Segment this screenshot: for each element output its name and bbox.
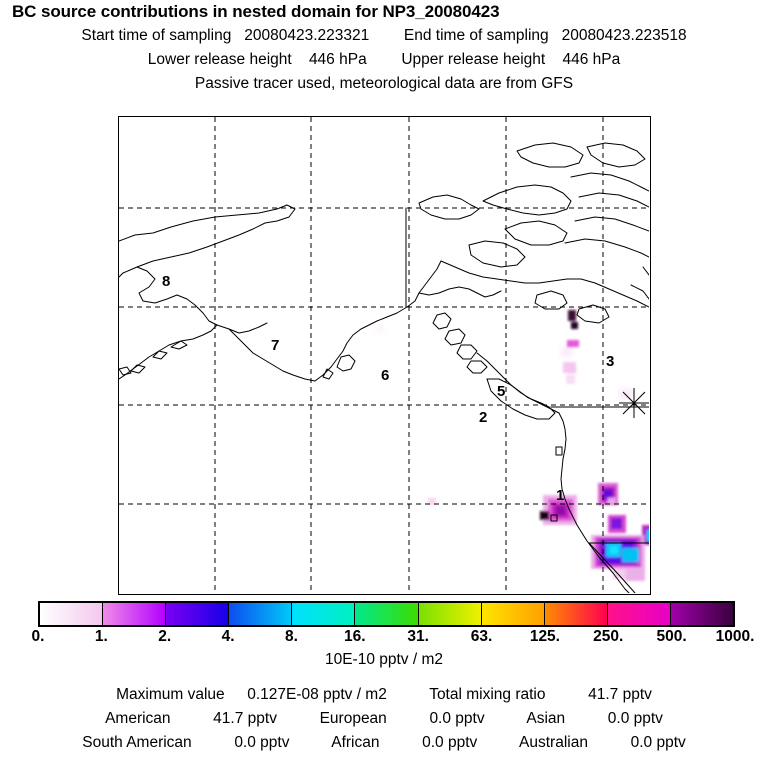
colorbar-tick-10: 500. [656,628,687,645]
colorbar-tick-0: 0. [31,628,45,645]
colorbar-gradient[interactable] [38,601,735,627]
colorbar-tick-labels: 0. 1. 2. 4. 8. 16. 31. 63. 125. 250. 500. 1000. [0,628,768,648]
upper-release-height-value: 446 hPa [562,51,621,68]
maximum-value-label: Maximum value [116,686,225,703]
asian-label: Asian [526,710,566,727]
end-time-value: 20080423.223518 [561,27,687,44]
colorbar-segment-1 [103,603,167,625]
colorbar-unit-label: 10E-10 pptv / m2 [324,651,444,668]
header: BC source contributions in nested domain… [0,0,768,96]
lower-release-height-value: 446 hPa [308,51,367,68]
colorbar-segment-4 [292,603,356,625]
colorbar-segment-6 [418,603,482,625]
tracer-note: Passive tracer used, meteorological data… [194,75,574,92]
colorbar-segment-8 [544,603,608,625]
colorbar-segment-3 [229,603,293,625]
colorbar-tick-8: 125. [529,628,560,645]
graticule [119,117,649,593]
stat-row-regions-2: South American 0.0 pptv African 0.0 pptv… [0,731,768,755]
african-label: African [331,734,380,751]
colorbar-segment-10 [670,603,734,625]
american-value: 41.7 pptv [213,710,277,727]
region-label-3: 3 [606,353,615,370]
colorbar-segment-5 [355,603,419,625]
colorbar-tick-11: 1000. [715,628,755,645]
colorbar-tick-5: 16. [344,628,366,645]
region-label-5: 5 [497,383,506,400]
colorbar-legend: 0. 1. 2. 4. 8. 16. 31. 63. 125. 250. 500. 1000. 10E… [0,601,768,668]
colorbar-segment-0 [40,603,104,625]
american-label: American [105,710,171,727]
end-time-label: End time of sampling [403,27,549,44]
region-label-2: 2 [479,409,488,426]
south-american-label: South American [82,734,192,751]
start-time-label: Start time of sampling [81,27,232,44]
upper-release-height-label: Upper release height [401,51,546,68]
colorbar-segment-9 [607,603,671,625]
release-site-star[interactable] [619,388,649,418]
colorbar-tick-7: 63. [470,628,493,645]
colorbar-tick-4: 8. [284,628,298,645]
colorbar-tick-1: 1. [94,628,108,645]
asian-value: 0.0 pptv [607,710,663,727]
region-label-8: 8 [162,273,171,290]
region-label-7: 7 [271,337,280,354]
plume-layer [375,310,649,581]
colorbar-segment-2 [166,603,230,625]
coastline-layer [119,142,649,593]
release-height-line: Lower release height 446 hPa Upper relea… [0,48,768,72]
lower-release-height-label: Lower release height [147,51,292,68]
african-value: 0.0 pptv [422,734,478,751]
european-value: 0.0 pptv [429,710,485,727]
stat-row-summary: Maximum value 0.127E-08 pptv / m2 Total … [0,683,768,707]
colorbar-segment-7 [481,603,545,625]
start-time-value: 20080423.223321 [244,27,370,44]
total-mixing-ratio-value: 41.7 pptv [588,686,652,703]
total-mixing-ratio-label: Total mixing ratio [429,686,546,703]
south-american-value: 0.0 pptv [234,734,290,751]
region-label-1: 1 [556,487,565,504]
maximum-value: 0.127E-08 pptv / m2 [247,686,387,703]
map-plot-area[interactable]: 8 7 6 5 3 2 1 [118,116,651,595]
colorbar-tick-6: 31. [407,628,429,645]
stat-row-regions-1: American 41.7 pptv European 0.0 pptv Asi… [0,707,768,731]
region-label-6: 6 [381,367,390,384]
european-label: European [319,710,387,727]
sampling-time-line: Start time of sampling 20080423.223321 E… [0,24,768,48]
colorbar-tick-3: 4. [221,628,235,645]
australian-label: Australian [519,734,588,751]
colorbar-tick-2: 2. [158,628,172,645]
colorbar-tick-9: 250. [593,628,624,645]
map-canvas [119,117,649,593]
page-title: BC source contributions in nested domain… [12,2,500,21]
australian-value: 0.0 pptv [630,734,686,751]
statistics-footer: Maximum value 0.127E-08 pptv / m2 Total … [0,683,768,755]
